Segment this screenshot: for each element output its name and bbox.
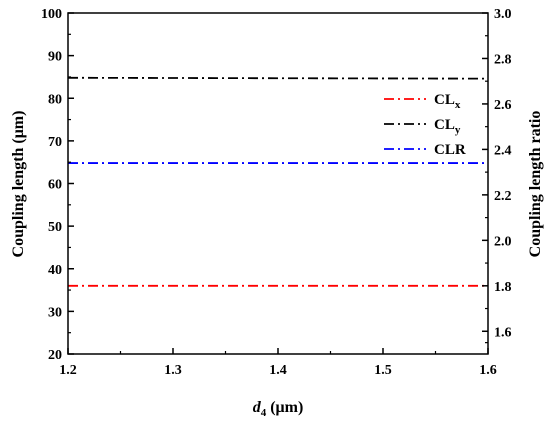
x-axis-title-var: d	[253, 399, 262, 416]
legend-label: CLx	[434, 92, 461, 111]
y-right-tick-label: 1.6	[494, 325, 512, 340]
y-axis-left-title: Coupling length (μm)	[10, 111, 27, 258]
x-axis-title-sub: 4	[261, 407, 267, 419]
legend-label: CLy	[434, 117, 461, 136]
y-right-tick-label: 1.8	[494, 280, 512, 295]
y-left-tick-label: 60	[48, 178, 62, 193]
x-tick-label: 1.3	[164, 363, 182, 378]
y-right-tick-label: 3.0	[494, 7, 512, 22]
y-right-tick-label: 2.8	[494, 52, 512, 67]
y-left-tick-label: 90	[48, 50, 62, 65]
y-left-tick-label: 80	[48, 92, 62, 107]
series-layer	[67, 76, 489, 287]
series-line-cly	[67, 76, 489, 80]
y-right-tick-label: 2.2	[494, 189, 512, 204]
y-axis-right-title: Coupling length ratio	[527, 111, 544, 258]
ticks-layer: 1.2 1.3 1.4 1.5 1.6 20 30 40 50 60 70 80 90 100 1.6 1.8…	[41, 7, 512, 378]
y-right-tick-label: 2.4	[494, 143, 512, 158]
y-left-tick-label: 70	[48, 135, 62, 150]
x-tick-label: 1.2	[59, 363, 77, 378]
y-left-tick-label: 20	[48, 348, 62, 363]
y-left-tick-label: 30	[48, 305, 62, 320]
y-left-tick-label: 40	[48, 263, 62, 278]
y-right-tick-label: 2.6	[494, 98, 512, 113]
x-tick-label: 1.4	[269, 363, 287, 378]
legend: CLx CLy CLR	[384, 92, 466, 158]
y-left-tick-label: 50	[48, 220, 62, 235]
x-tick-label: 1.5	[374, 363, 392, 378]
y-right-tick-label: 2.0	[494, 234, 512, 249]
plot-frame	[67, 12, 489, 355]
x-axis-title: d4 (μm)	[253, 399, 304, 419]
y-left-tick-label: 100	[41, 7, 62, 22]
x-tick-label: 1.6	[479, 363, 497, 378]
legend-label: CLR	[434, 142, 466, 158]
x-axis-title-rest: (μm)	[266, 399, 303, 416]
